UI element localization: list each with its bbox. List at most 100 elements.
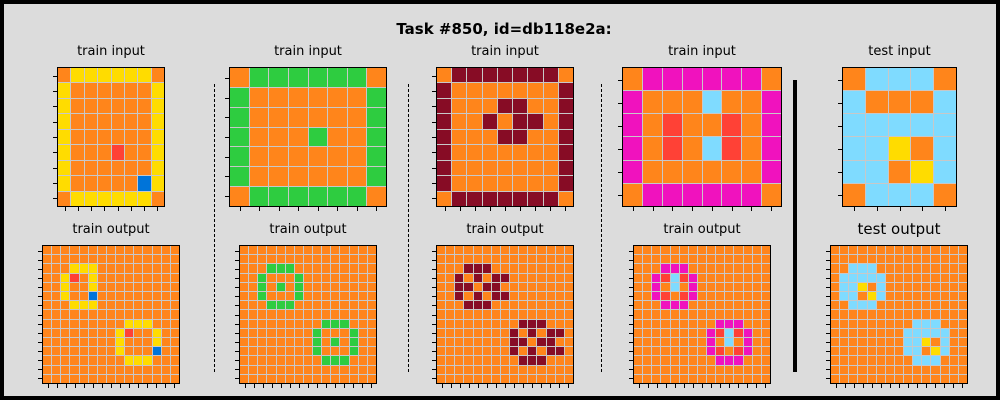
grid-cell	[697, 273, 707, 282]
grid-cell	[151, 129, 164, 145]
grid-cell	[124, 83, 138, 98]
grid-cell	[725, 246, 734, 255]
grid-cell	[313, 301, 322, 310]
grid-cell	[134, 328, 143, 337]
y-tick	[629, 332, 633, 334]
grid-cell	[79, 282, 88, 291]
grid-cell	[931, 365, 940, 374]
label-train-input-2: train input	[274, 44, 342, 59]
grid-cell	[922, 319, 931, 328]
grid-cell	[349, 282, 358, 291]
grid-cell	[349, 264, 358, 273]
grid-cell	[865, 91, 888, 114]
grid-cell	[84, 160, 98, 176]
grid-cell	[885, 310, 894, 319]
y-tick	[826, 250, 830, 252]
grid-cell	[682, 183, 702, 206]
grid-cell	[230, 187, 249, 206]
y-tick	[826, 341, 830, 343]
grid-cell	[652, 310, 661, 319]
grid-cell	[116, 264, 125, 273]
grid-cell	[734, 264, 743, 273]
grid-cell	[322, 347, 331, 356]
grid-cell	[643, 328, 652, 337]
grid-cell	[125, 374, 134, 383]
grid-cell	[510, 301, 519, 310]
grid-cell	[249, 337, 258, 347]
grid-cell	[43, 246, 52, 255]
grid-cell	[652, 291, 661, 301]
grid-cell	[61, 310, 70, 319]
grid-cell	[143, 356, 152, 365]
grid-cell	[111, 145, 124, 160]
grid-cell	[634, 356, 643, 365]
grid-cell	[124, 176, 138, 191]
grid-cell	[288, 167, 308, 187]
y-tick	[53, 137, 57, 138]
grid-cell	[161, 264, 170, 273]
grid-cell	[555, 310, 564, 319]
grid-cell	[725, 273, 734, 282]
grid-cell	[894, 291, 904, 301]
grid-cell	[913, 301, 922, 310]
y-axis-ticks	[38, 246, 42, 383]
grid-cell	[98, 145, 111, 160]
grid-cell	[643, 337, 652, 347]
grid-cell	[528, 191, 543, 206]
grid-cell	[258, 273, 267, 282]
grid-cell	[867, 273, 876, 282]
grid-cell	[670, 273, 679, 282]
grid-cell	[661, 347, 670, 356]
grid-cell	[170, 273, 179, 282]
grid-cell	[528, 319, 537, 328]
y-axis-ticks	[432, 68, 436, 206]
grid-cell	[867, 319, 876, 328]
grid-cell	[537, 310, 546, 319]
grid-cell	[152, 291, 161, 301]
grid-cell	[940, 246, 949, 255]
grid-cell	[294, 282, 303, 291]
grid-cell	[679, 374, 688, 383]
grid-cell	[143, 246, 152, 255]
grid-cell	[885, 374, 894, 383]
grid-cell	[913, 347, 922, 356]
y-tick	[629, 360, 633, 362]
grid-cell	[679, 301, 688, 310]
grid-cell	[528, 246, 537, 255]
grid-cell	[349, 328, 358, 337]
grid-cell	[455, 347, 464, 356]
grid-cell	[546, 282, 555, 291]
x-tick	[376, 207, 378, 211]
grid-cell	[885, 291, 894, 301]
x-tick	[738, 384, 740, 388]
y-tick	[826, 287, 830, 289]
grid-cell	[761, 356, 770, 365]
solid-separator	[793, 80, 797, 372]
grid-cell	[840, 264, 849, 273]
grid-cell	[240, 356, 249, 365]
grid-cell	[303, 365, 313, 374]
y-tick	[432, 369, 436, 371]
grid-cell	[707, 374, 716, 383]
grid-cell	[761, 328, 770, 337]
x-tick	[130, 207, 132, 211]
grid-cell	[276, 291, 285, 301]
y-tick	[53, 106, 57, 108]
y-axis-ticks	[235, 246, 239, 383]
grid-cell	[949, 365, 958, 374]
grid-cell	[752, 282, 761, 291]
x-tick	[568, 384, 570, 388]
grid-cell	[482, 273, 491, 282]
grid-cell	[358, 365, 367, 374]
y-tick	[629, 351, 633, 353]
grid-cell	[331, 310, 340, 319]
y-tick	[838, 102, 842, 104]
x-tick	[65, 384, 67, 388]
grid-cell	[716, 310, 725, 319]
grid-cell	[61, 356, 70, 365]
grid-cell	[652, 319, 661, 328]
grid-cell	[911, 114, 934, 137]
x-tick	[656, 384, 658, 388]
grid-cell	[922, 246, 931, 255]
grid-cell	[885, 264, 894, 273]
